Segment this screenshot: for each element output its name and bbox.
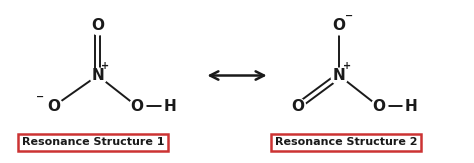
- Text: −: −: [346, 11, 354, 21]
- Text: O: O: [131, 99, 144, 114]
- Text: O: O: [372, 99, 385, 114]
- Text: Resonance Structure 2: Resonance Structure 2: [275, 137, 418, 147]
- Text: O: O: [333, 18, 346, 33]
- Text: +: +: [343, 60, 351, 71]
- Text: H: H: [163, 99, 176, 114]
- Text: N: N: [91, 68, 104, 83]
- Text: Resonance Structure 1: Resonance Structure 1: [22, 137, 164, 147]
- Text: O: O: [91, 18, 104, 33]
- Text: N: N: [333, 68, 346, 83]
- Text: H: H: [405, 99, 418, 114]
- Text: −: −: [36, 91, 45, 102]
- Text: +: +: [101, 60, 109, 71]
- Text: O: O: [47, 99, 60, 114]
- Text: O: O: [291, 99, 304, 114]
